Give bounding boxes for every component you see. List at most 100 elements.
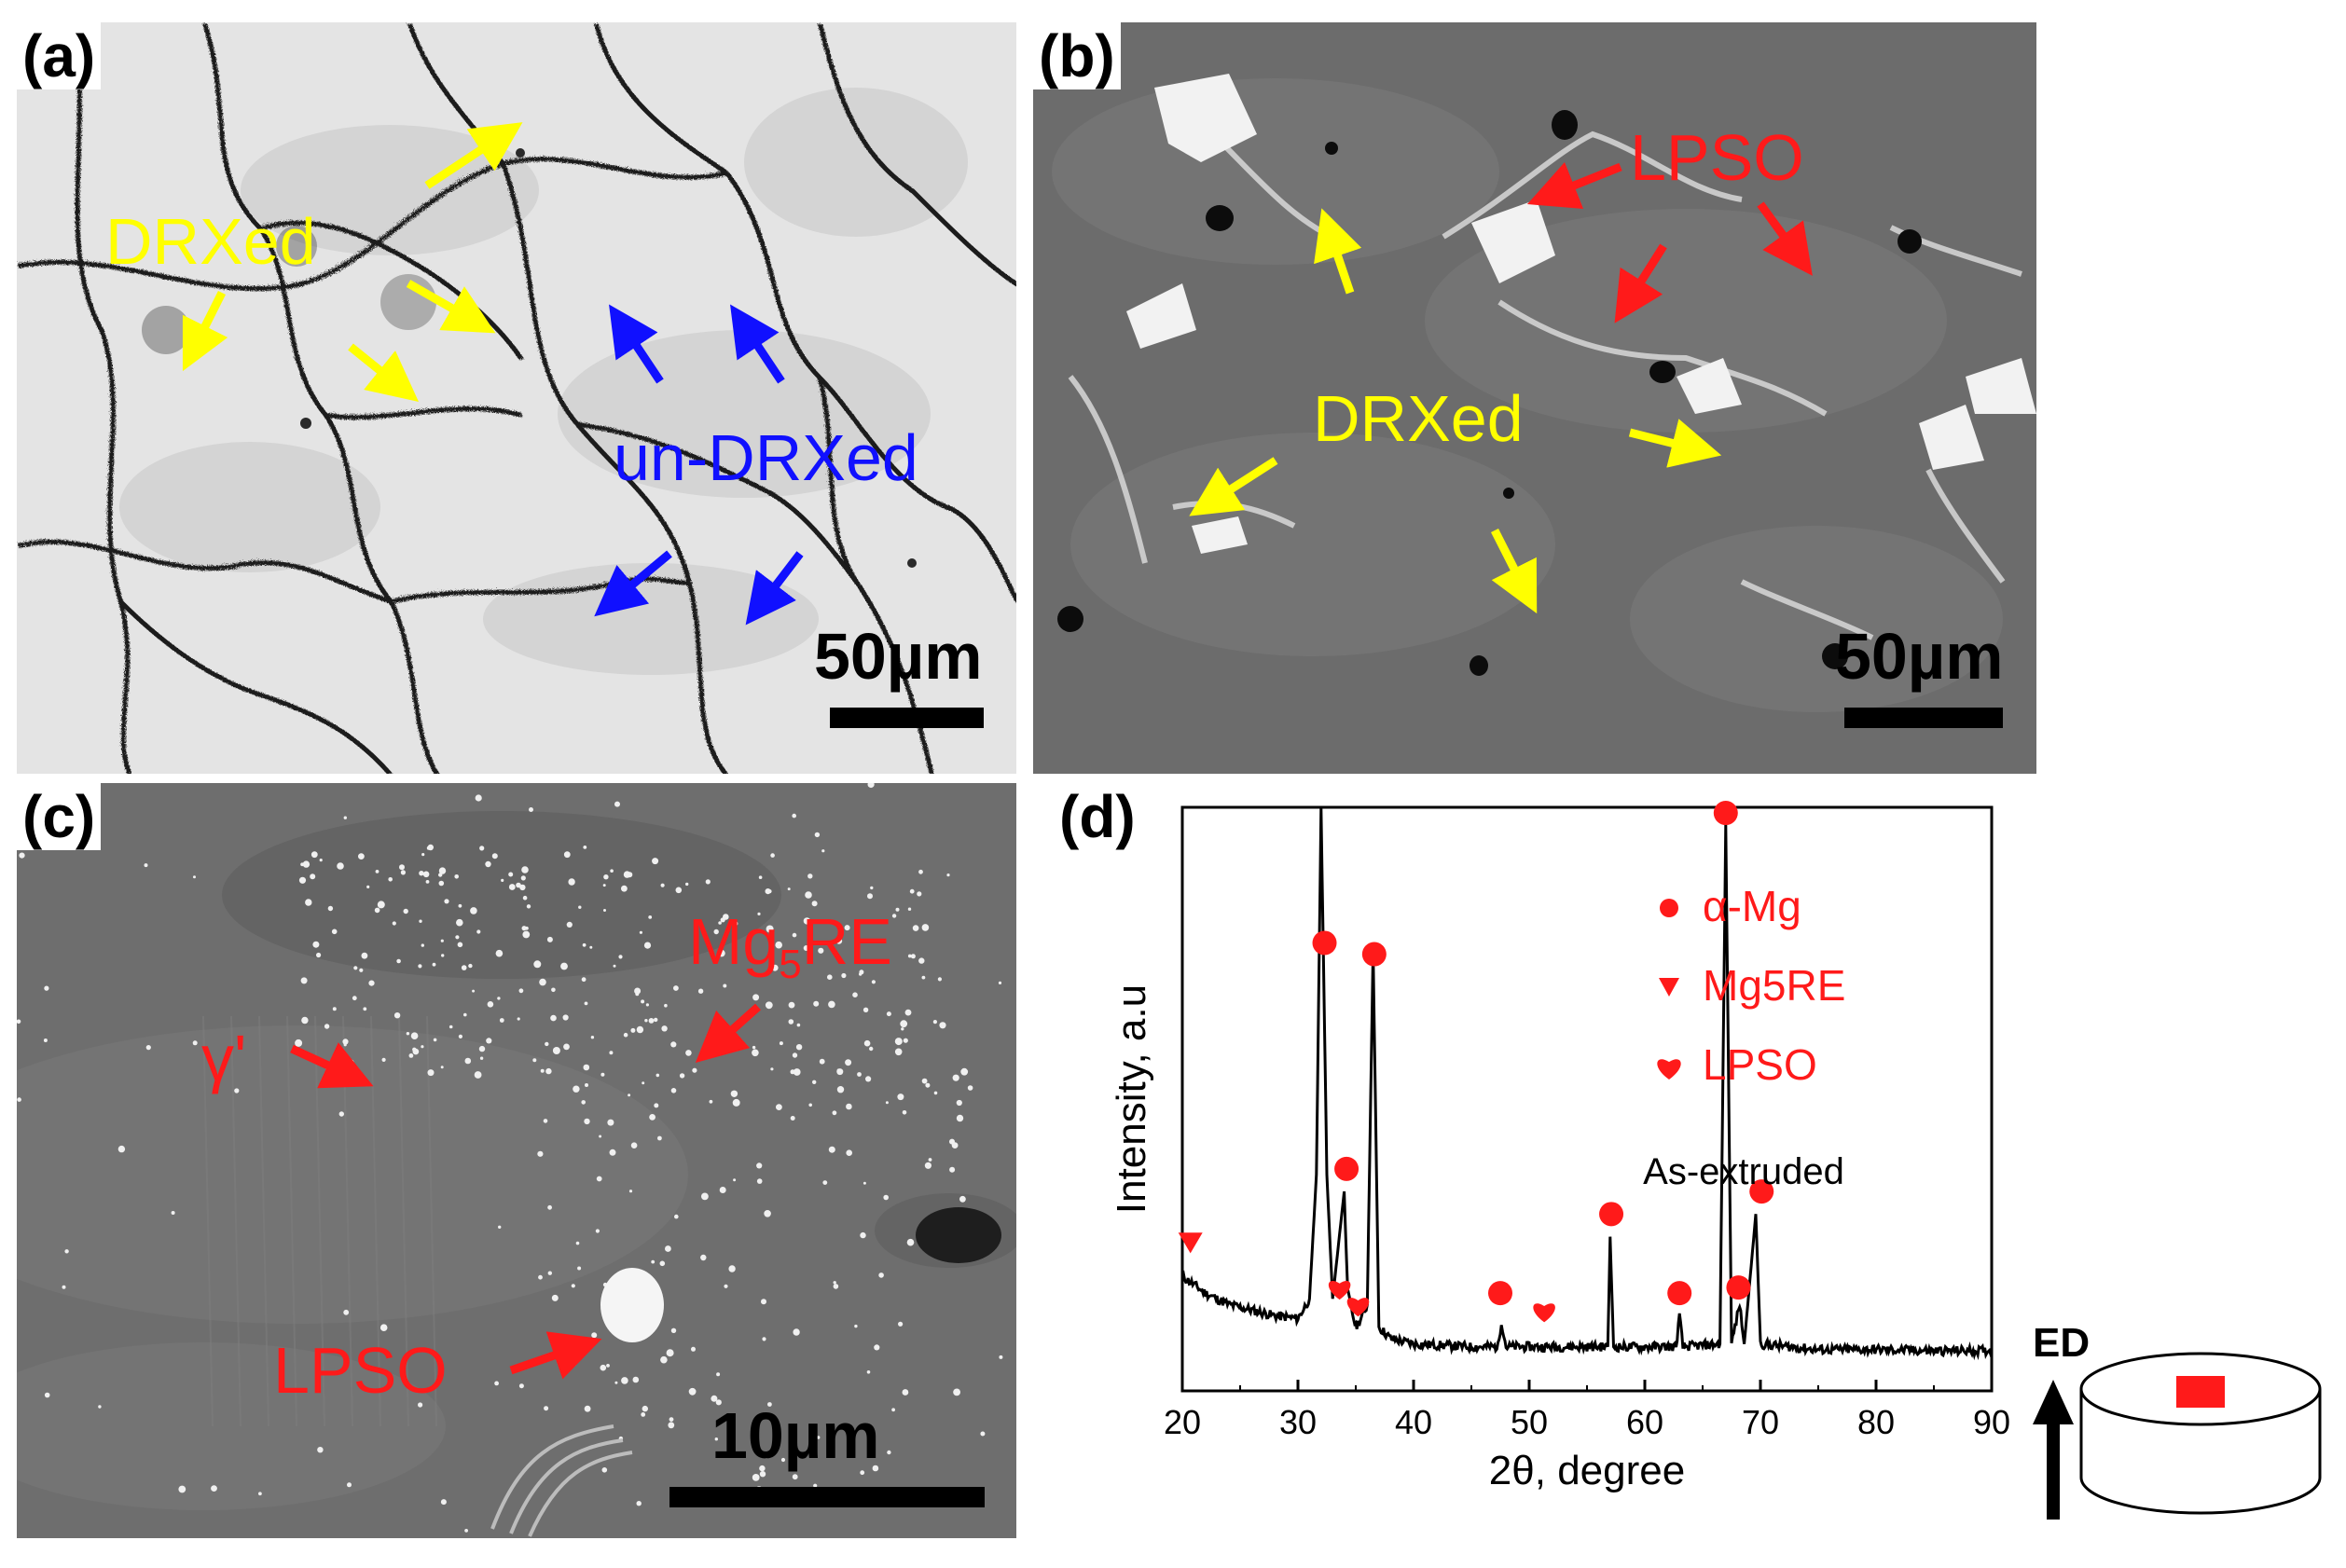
precipitate-dot: [907, 907, 912, 911]
precipitate-dot: [310, 851, 318, 859]
precipitate-dot: [870, 886, 874, 890]
precipitate-dot: [211, 1485, 217, 1492]
precipitate-dot: [584, 1118, 590, 1125]
precipitate-dot: [427, 1069, 435, 1077]
precipitate-dot: [654, 1017, 658, 1023]
precipitate-dot: [670, 1041, 677, 1048]
precipitate-dot: [393, 1012, 401, 1019]
precipitate-dot: [845, 1059, 852, 1066]
panel-c-label: (c): [17, 783, 102, 850]
precipitate-dot: [19, 852, 25, 859]
xrd-marker-circle: [1749, 1179, 1774, 1204]
precipitate-dot: [999, 1355, 1003, 1359]
precipitate-dot: [551, 1294, 559, 1301]
precipitate-dot: [859, 970, 864, 975]
xrd-marker-circle: [1361, 942, 1387, 967]
precipitate-dot: [792, 1052, 798, 1058]
precipitate-dot: [479, 846, 485, 851]
mg5re-base: Mg: [688, 905, 780, 978]
precipitate-dot: [822, 1180, 828, 1185]
precipitate-dot: [583, 846, 587, 849]
precipitate-dot: [937, 977, 943, 982]
precipitate-dot: [438, 873, 443, 877]
precipitate-dot: [636, 1025, 644, 1034]
precipitate-dot: [767, 1402, 772, 1407]
precipitate-dot: [533, 960, 542, 969]
arrow-undrxed-4: [745, 551, 804, 626]
precipitate-dot: [98, 1405, 102, 1409]
precipitate-dot: [575, 1241, 580, 1245]
arrow-drxed-2: [406, 280, 496, 334]
x-tick-label: 90: [1973, 1403, 2010, 1441]
x-tick-label: 30: [1279, 1403, 1317, 1441]
precipitate-dot: [457, 942, 463, 948]
x-tick-label: 70: [1742, 1403, 1779, 1441]
precipitate-dot: [787, 887, 791, 891]
panel-b-scale-bar: [1844, 708, 2003, 728]
precipitate-dot: [600, 1072, 605, 1077]
precipitate-dot: [418, 964, 422, 969]
precipitate-dot: [642, 1081, 645, 1085]
arrow-drxed-4: [182, 290, 228, 372]
precipitate-dot: [756, 1178, 763, 1184]
precipitate-dot: [668, 1422, 675, 1429]
precipitate-dot: [508, 872, 514, 877]
arrow-lpso-1: [1526, 161, 1622, 210]
precipitate-dot: [946, 873, 950, 877]
precipitate-dot: [614, 1381, 618, 1384]
precipitate-dot: [792, 1474, 798, 1480]
precipitate-dot: [776, 1104, 782, 1110]
precipitate-dot: [609, 1051, 614, 1055]
precipitate-dot: [641, 1412, 646, 1417]
x-tick-label: 20: [1164, 1403, 1201, 1441]
precipitate-dot: [793, 1068, 801, 1076]
precipitate-dot: [117, 1145, 126, 1153]
precipitate-dot: [724, 1284, 728, 1288]
precipitate-dot: [959, 1195, 966, 1203]
precipitate-dot: [891, 1408, 895, 1412]
precipitate-dot: [939, 1022, 946, 1029]
xrd-marker-circle: [1599, 1202, 1624, 1227]
precipitate-dot: [758, 875, 763, 879]
precipitate-dot: [886, 1011, 891, 1017]
precipitate-dot: [532, 1058, 537, 1063]
precipitate-dot: [518, 988, 524, 994]
precipitate-dot: [517, 1017, 520, 1021]
precipitate-dot: [547, 1271, 552, 1275]
precipitate-dot: [353, 966, 358, 970]
legend-label: Mg5RE: [1703, 961, 1845, 1010]
precipitate-dot: [733, 921, 738, 927]
precipitate-dot: [623, 1032, 628, 1038]
arrow-b-drxed-3: [1490, 528, 1538, 614]
precipitate-dot: [566, 921, 573, 928]
precipitate-dot: [852, 992, 858, 997]
precipitate-dot: [568, 878, 575, 886]
precipitate-dot: [418, 1402, 423, 1408]
precipitate-dot: [805, 891, 812, 899]
precipitate-dot: [711, 1395, 718, 1402]
precipitate-dot: [932, 1020, 938, 1025]
panel-c-gamma-label: γ': [201, 1022, 247, 1094]
panel-c-lpso-label: LPSO: [273, 1334, 448, 1407]
xrd-marker-heart: [1533, 1303, 1555, 1323]
precipitate-dot: [956, 1099, 962, 1107]
precipitate-dot: [607, 1119, 614, 1126]
xrd-marker-heart: [1346, 1298, 1370, 1317]
precipitate-dot: [762, 1337, 766, 1341]
precipitate-dot: [448, 1025, 453, 1029]
precipitate-dot: [759, 1471, 766, 1478]
precipitate-dot: [644, 1019, 648, 1023]
precipitate-dot: [949, 1166, 956, 1173]
precipitate-dot: [521, 926, 527, 931]
arrow-drxed-3: [348, 343, 420, 402]
panel-b-scale-text: 50µm: [1835, 620, 2004, 693]
precipitate-dot: [924, 1162, 932, 1169]
precipitate-dot: [495, 949, 504, 957]
arrow-b-drxed-2: [1189, 457, 1278, 516]
precipitate-dot: [918, 957, 925, 964]
precipitate-dot: [718, 949, 725, 957]
precipitate-dot: [869, 1046, 874, 1052]
precipitate-dot: [193, 875, 196, 879]
precipitate-dot: [634, 987, 642, 995]
precipitate-dot: [400, 870, 406, 875]
